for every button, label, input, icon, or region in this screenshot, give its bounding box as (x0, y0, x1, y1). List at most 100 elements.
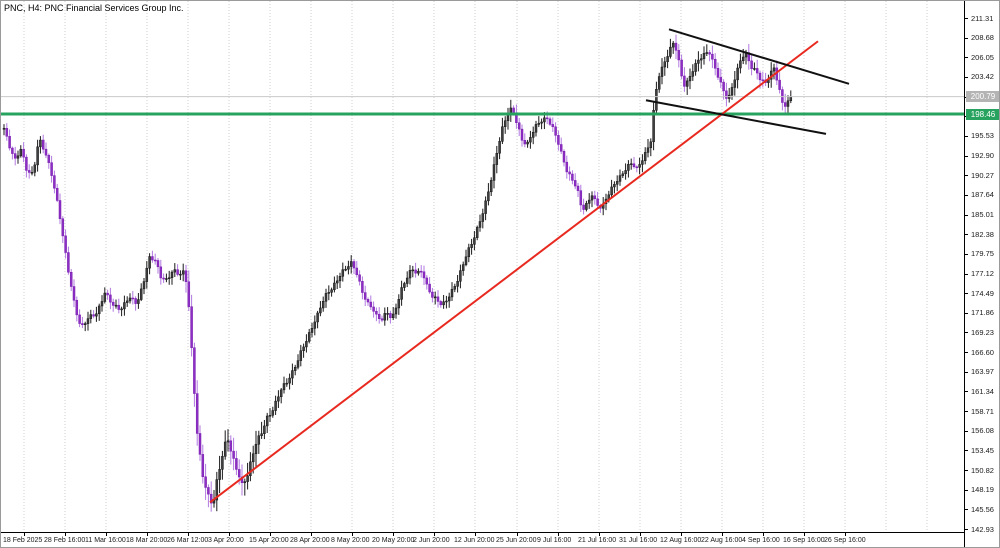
price-axis-tick (965, 352, 968, 354)
price-axis-tick (965, 430, 968, 432)
time-axis-label: 16 Sep 16:00 (783, 537, 825, 544)
time-axis[interactable]: 18 Feb 2025 28 Feb 16:00 11 Mar 16:00 18 Ma… (1, 532, 964, 547)
price-axis-label: 211.31 (971, 13, 994, 23)
price-axis-label: 192.90 (971, 151, 994, 161)
time-axis-tick (599, 533, 600, 536)
time-axis-tick (147, 533, 148, 536)
price-axis-tick (965, 273, 968, 275)
time-axis-label: 3 Apr 20:00 (208, 537, 244, 544)
price-axis-label: 185.01 (971, 210, 994, 220)
price-axis-tick (965, 489, 968, 491)
time-axis-tick (475, 533, 476, 536)
chart-canvas[interactable] (1, 1, 964, 532)
price-axis-tick (965, 411, 968, 413)
price-axis-tick (965, 194, 968, 196)
price-axis-label: 208.68 (971, 33, 994, 43)
price-axis-tick (965, 529, 968, 530)
time-axis-label: 22 Aug 16:00 (701, 537, 743, 544)
time-axis-label: 2 Jun 20:00 (413, 537, 450, 544)
price-axis-tick (965, 253, 968, 255)
price-axis-tick (965, 312, 968, 314)
price-axis-label: 163.97 (971, 367, 994, 377)
price-axis-tick (965, 135, 968, 137)
price-axis-label: 150.82 (971, 465, 994, 475)
price-axis-label: 174.49 (971, 288, 994, 298)
price-axis-tick (965, 234, 968, 236)
price-axis-label: 153.45 (971, 445, 994, 455)
price-axis-label: 166.60 (971, 347, 994, 357)
price-axis-tick (965, 76, 968, 78)
price-axis-tick (965, 450, 968, 452)
price-axis-label: 145.56 (971, 504, 994, 514)
time-axis-label: 28 Apr 20:00 (290, 537, 330, 544)
price-axis-tick (965, 18, 968, 19)
time-axis-tick (311, 533, 312, 536)
price-axis-label: 195.53 (971, 131, 994, 141)
price-axis-label: 161.34 (971, 386, 994, 396)
price-axis-label: 156.08 (971, 426, 994, 436)
plot-area[interactable]: PNC, H4: PNC Financial Services Group In… (1, 1, 964, 532)
candlestick-series (2, 34, 793, 512)
time-axis-label: 18 Feb 2025 (3, 537, 43, 544)
price-axis-label: 169.23 (971, 327, 994, 337)
price-axis-label: 171.86 (971, 308, 994, 318)
price-axis-label: 142.93 (971, 524, 994, 534)
price-axis-tick (965, 509, 968, 511)
time-axis-tick (517, 533, 518, 536)
price-axis-label: 182.38 (971, 229, 994, 239)
price-axis-label: 158.71 (971, 406, 994, 416)
time-axis-label: 4 Sep 16:00 (742, 537, 780, 544)
time-axis-label: 12 Jun 20:00 (454, 537, 495, 544)
price-axis-tick (965, 332, 968, 334)
price-axis-label: 203.42 (971, 72, 994, 82)
time-axis-label: 21 Jul 16:00 (578, 537, 617, 544)
time-axis-tick (722, 533, 723, 536)
price-axis-tick (965, 371, 968, 373)
time-axis-label: 12 Aug 16:00 (660, 537, 702, 544)
time-axis-tick (845, 533, 846, 536)
time-axis-tick (804, 533, 805, 536)
time-axis-label: 8 May 20:00 (331, 537, 370, 544)
time-axis-tick (640, 533, 641, 536)
time-axis-label: 11 Mar 16:00 (85, 537, 126, 544)
current-price-badge: 200.79 (966, 91, 999, 103)
time-axis-label: 15 Apr 20:00 (249, 537, 289, 544)
time-axis-label: 28 Feb 16:00 (44, 537, 86, 544)
price-axis[interactable]: 211.31208.68206.05203.42200.79198.16195.… (964, 1, 999, 547)
time-axis-label: 9 Jul 16:00 (537, 537, 572, 544)
time-axis-label: 20 May 20:00 (372, 537, 415, 544)
price-axis-tick (965, 470, 968, 472)
time-axis-tick (229, 533, 230, 536)
time-axis-tick (270, 533, 271, 536)
grid-lines (23, 1, 928, 532)
price-axis-label: 179.75 (971, 249, 994, 259)
price-axis-tick (965, 214, 968, 216)
time-axis-tick (681, 533, 682, 536)
support-trendline[interactable] (209, 40, 819, 504)
chart-title: PNC, H4: PNC Financial Services Group In… (4, 3, 184, 13)
time-axis-tick (434, 533, 435, 536)
price-axis-tick (965, 57, 968, 59)
price-axis-tick (965, 37, 968, 39)
time-axis-tick (65, 533, 66, 536)
time-axis-label: 26 Sep 16:00 (824, 537, 866, 544)
time-axis-tick (352, 533, 353, 536)
time-axis-tick (188, 533, 189, 536)
price-axis-label: 190.27 (971, 170, 994, 180)
price-axis-tick (965, 175, 968, 177)
wedge-lower-line[interactable] (645, 99, 827, 135)
time-axis-tick (763, 533, 764, 536)
price-axis-label: 206.05 (971, 52, 994, 62)
time-axis-tick (558, 533, 559, 536)
price-axis-tick (965, 391, 968, 393)
price-axis-tick (965, 293, 968, 295)
price-axis-label: 187.64 (971, 190, 994, 200)
hline-price-badge: 198.46 (966, 108, 999, 120)
time-axis-label: 26 Mar 12:00 (167, 537, 209, 544)
time-axis-tick (24, 533, 25, 536)
time-axis-tick (393, 533, 394, 536)
price-axis-label: 148.19 (971, 485, 994, 495)
wedge-upper-line[interactable] (668, 28, 850, 85)
time-axis-label: 18 Mar 20:00 (126, 537, 168, 544)
